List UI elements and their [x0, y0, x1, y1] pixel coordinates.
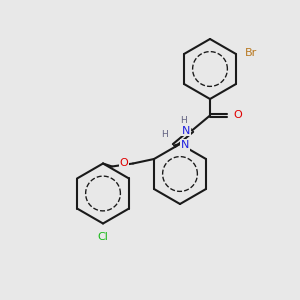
Text: H: H [180, 116, 187, 125]
Text: N: N [182, 125, 190, 136]
Text: O: O [233, 110, 242, 121]
Text: O: O [120, 158, 128, 169]
Text: H: H [161, 130, 168, 139]
Text: Br: Br [244, 47, 256, 58]
Text: Cl: Cl [98, 232, 109, 242]
Text: N: N [181, 140, 190, 150]
